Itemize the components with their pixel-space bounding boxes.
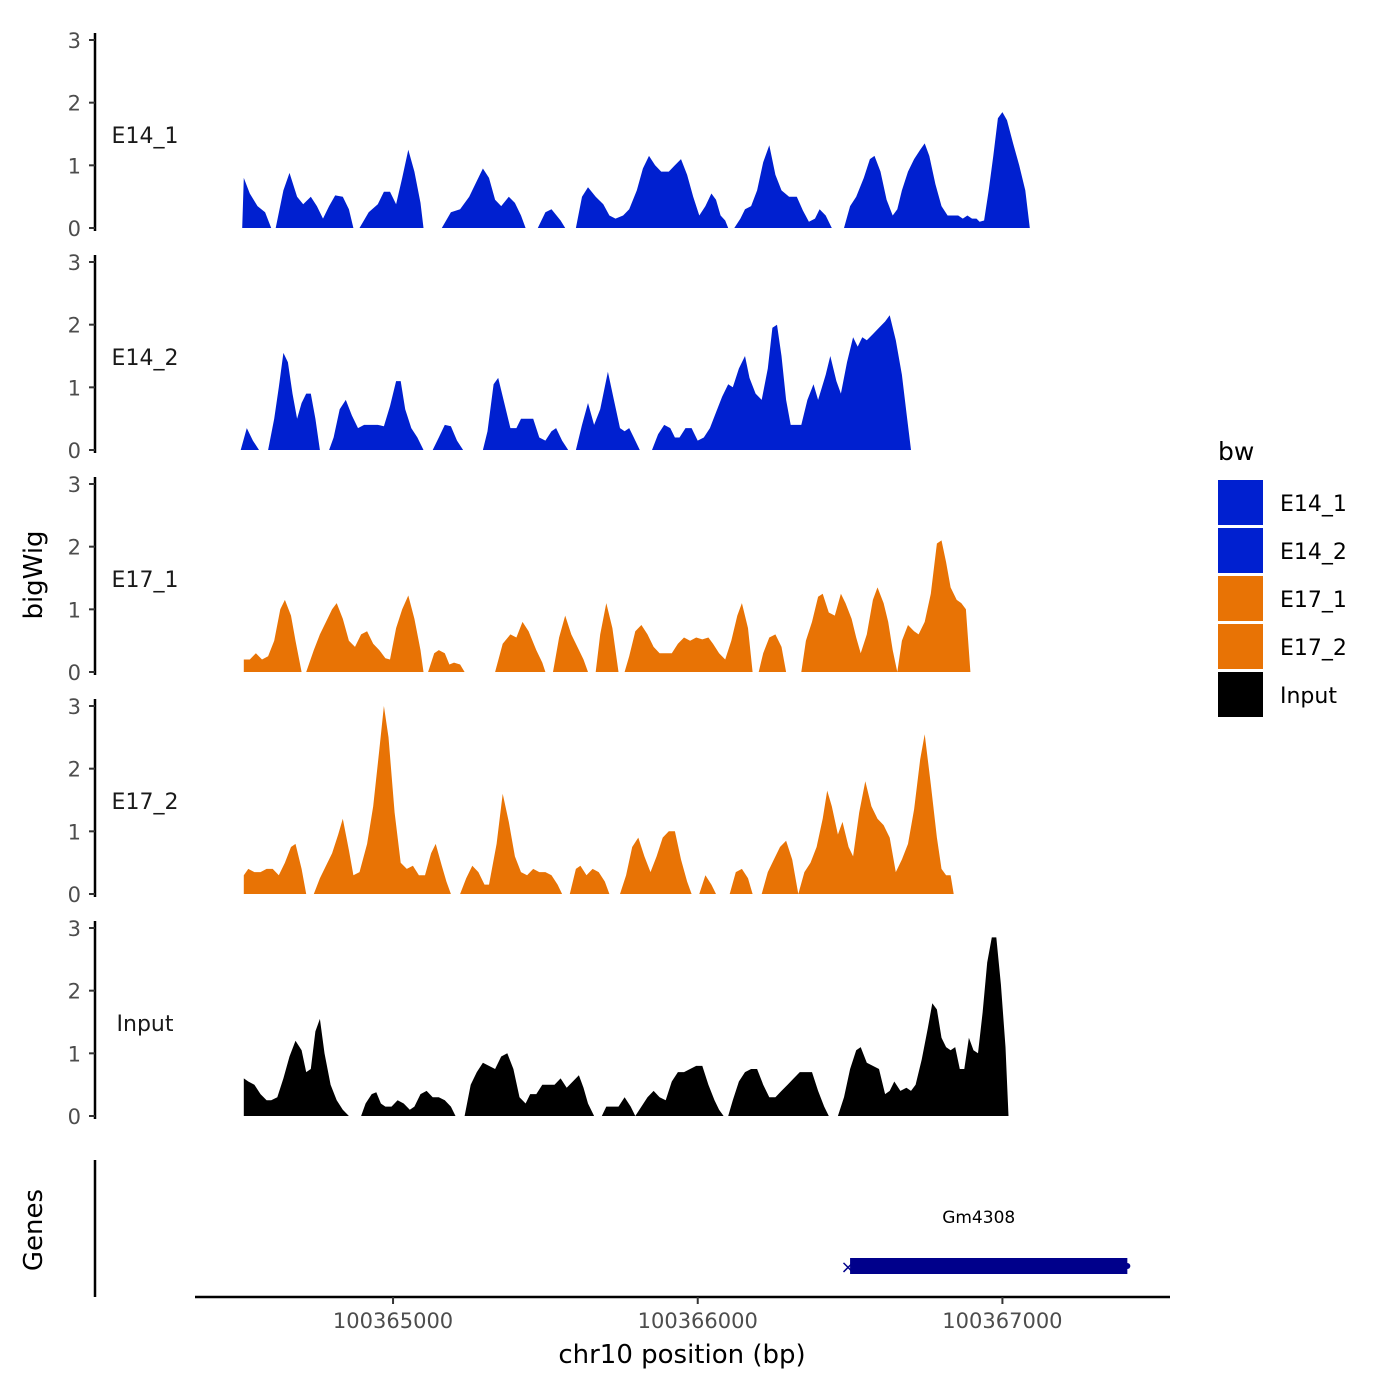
y-tick-label: 0 <box>68 217 81 241</box>
track-panel-E17_1: 0 1 2 3 E17_1 <box>68 473 971 685</box>
legend-label: Input <box>1280 684 1337 709</box>
legend-swatch-E14_1 <box>1218 480 1263 525</box>
y-tick-label: 0 <box>68 439 81 463</box>
track-label: E14_1 <box>112 124 179 149</box>
signal-area-E14_2 <box>240 315 911 450</box>
signal-area-E17_1 <box>243 540 971 672</box>
legend-title: bw <box>1218 437 1254 466</box>
gene-start-marker: × <box>841 1257 856 1278</box>
legend-label: E17_2 <box>1280 636 1347 661</box>
x-axis-label: chr10 position (bp) <box>558 1340 805 1370</box>
y-tick-label: 3 <box>68 29 81 53</box>
y-tick-label: 1 <box>68 820 81 844</box>
track-label: E17_1 <box>112 568 179 593</box>
signal-panels: 0 1 2 3 E14_1 0 1 2 3 E14_2 0 1 2 3 E17_1 0 1 2 3 E17_2 0 1 2 3… <box>68 29 1030 1129</box>
y-tick-label: 0 <box>68 883 81 907</box>
y-tick-label: 1 <box>68 598 81 622</box>
y-tick-label: 2 <box>68 314 81 338</box>
track-panel-E17_2: 0 1 2 3 E17_2 <box>68 695 954 907</box>
legend-swatch-E14_2 <box>1218 528 1263 573</box>
y-tick-label: 2 <box>68 536 81 560</box>
y-tick-label: 3 <box>68 473 81 497</box>
track-panel-Input: 0 1 2 3 Input <box>68 917 1009 1129</box>
legend-swatch-Input <box>1218 672 1263 717</box>
y-tick-label: 0 <box>68 1105 81 1129</box>
signal-area-E17_2 <box>243 706 954 894</box>
x-tick-label: 100367000 <box>942 1309 1062 1333</box>
y-tick-label: 1 <box>68 154 81 178</box>
track-label: Input <box>117 1012 174 1037</box>
x-tick-label: 100365000 <box>333 1309 453 1333</box>
y-tick-label: 3 <box>68 917 81 941</box>
y-tick-label: 0 <box>68 661 81 685</box>
y-tick-label: 1 <box>68 376 81 400</box>
gene-label: Gm4308 <box>942 1208 1015 1228</box>
y-tick-label: 3 <box>68 695 81 719</box>
x-axis: 100365000 100366000 100367000 <box>195 1295 1170 1333</box>
y-tick-label: 2 <box>68 758 81 782</box>
genes-track: Gm4308 × <box>93 1160 1131 1297</box>
y-tick-label: 3 <box>68 251 81 275</box>
signal-area-Input <box>243 937 1009 1116</box>
legend-label: E17_1 <box>1280 588 1347 613</box>
track-panel-E14_2: 0 1 2 3 E14_2 <box>68 251 911 463</box>
legend-label: E14_1 <box>1280 492 1347 517</box>
gene-body-Gm4308 <box>850 1258 1128 1274</box>
legend-swatch-E17_1 <box>1218 576 1263 621</box>
track-label: E17_2 <box>112 790 179 815</box>
genes-track-label: Genes <box>19 1189 49 1271</box>
legend: bw E14_1 E14_2 E17_1 E17_2 Input <box>1218 437 1347 717</box>
y-tick-label: 2 <box>68 980 81 1004</box>
y-tick-label: 2 <box>68 92 81 116</box>
legend-label: E14_2 <box>1280 540 1347 565</box>
x-tick-label: 100366000 <box>638 1309 758 1333</box>
y-axis-label: bigWig <box>19 530 49 619</box>
y-tick-label: 1 <box>68 1042 81 1066</box>
legend-swatch-E17_2 <box>1218 624 1263 669</box>
signal-area-E14_1 <box>242 112 1030 228</box>
gene-end-dot <box>1124 1263 1131 1269</box>
track-panel-E14_1: 0 1 2 3 E14_1 <box>68 29 1030 241</box>
track-label: E14_2 <box>112 346 179 371</box>
